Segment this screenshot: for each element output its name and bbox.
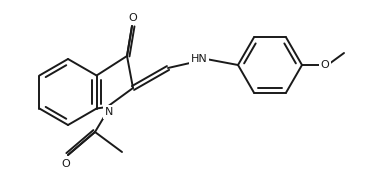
Text: O: O (321, 60, 329, 70)
Text: O: O (128, 13, 138, 23)
Text: HN: HN (191, 54, 207, 64)
Text: N: N (105, 107, 113, 117)
Text: O: O (62, 159, 70, 169)
